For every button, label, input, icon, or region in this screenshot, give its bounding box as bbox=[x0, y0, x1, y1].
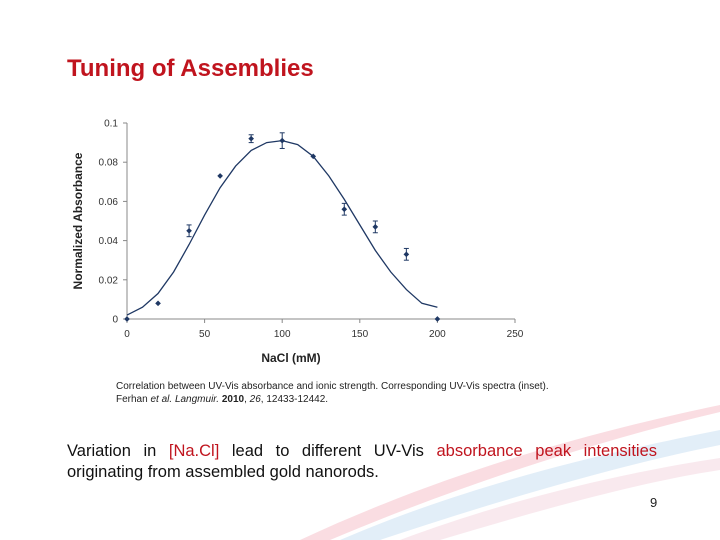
data-point bbox=[434, 316, 441, 322]
x-tick-label: 0 bbox=[124, 329, 130, 340]
caption-citation: Ferhan et al. Langmuir. 2010, 26, 12433-… bbox=[116, 394, 329, 405]
data-point bbox=[279, 137, 286, 144]
caption-line1: Correlation between UV-Vis absorbance an… bbox=[116, 381, 549, 392]
data-point bbox=[186, 227, 192, 234]
x-axis-label: NaCl (mM) bbox=[261, 351, 320, 365]
citation-etal: et al. bbox=[150, 394, 173, 405]
body-text: Variation in [Na.Cl] lead to different U… bbox=[67, 441, 657, 483]
data-point bbox=[310, 153, 317, 160]
y-tick-label: 0 bbox=[112, 315, 118, 326]
x-tick-label: 50 bbox=[199, 329, 211, 340]
data-point bbox=[155, 300, 161, 307]
y-tick-label: 0.02 bbox=[99, 275, 119, 286]
y-tick-label: 0.08 bbox=[99, 158, 119, 169]
y-tick-label: 0.06 bbox=[99, 197, 119, 208]
data-point bbox=[248, 135, 254, 142]
y-tick-label: 0.04 bbox=[99, 236, 119, 247]
data-point bbox=[341, 206, 348, 213]
data-point bbox=[403, 251, 410, 258]
body-highlight-nacl: [Na.Cl] bbox=[168, 442, 220, 460]
citation-journal: Langmuir. bbox=[174, 394, 220, 405]
y-axis-label: Normalized Absorbance bbox=[71, 152, 85, 289]
fit-curve bbox=[126, 139, 438, 316]
x-tick-label: 150 bbox=[351, 329, 368, 340]
page-number: 9 bbox=[650, 495, 658, 510]
x-tick-label: 250 bbox=[507, 329, 524, 340]
absorbance-chart: 0 0.02 0.04 0.06 0.08 0.1 0 50 100 150 200 250 NaCl … bbox=[71, 119, 524, 366]
figure-caption: Correlation between UV-Vis absorbance an… bbox=[116, 380, 636, 406]
x-tick-label: 100 bbox=[274, 329, 291, 340]
body-part2: lead to different UV-Vis bbox=[219, 442, 437, 460]
slide-title: Tuning of Assemblies bbox=[67, 55, 314, 82]
data-point bbox=[217, 173, 223, 179]
body-part1: Variation in bbox=[67, 442, 169, 460]
body-highlight-absorbance: absorbance peak intensities bbox=[436, 442, 658, 460]
citation-pages: 12433-12442. bbox=[266, 394, 329, 405]
citation-author: Ferhan bbox=[116, 394, 151, 405]
data-point bbox=[372, 224, 379, 230]
citation-volume: 26 bbox=[249, 394, 261, 405]
data-point bbox=[124, 316, 130, 322]
x-tick-label: 200 bbox=[429, 329, 446, 340]
body-part3: originating from assembled gold nanorods… bbox=[67, 463, 379, 481]
y-tick-label: 0.1 bbox=[104, 119, 118, 130]
citation-year: 2010 bbox=[221, 394, 245, 405]
